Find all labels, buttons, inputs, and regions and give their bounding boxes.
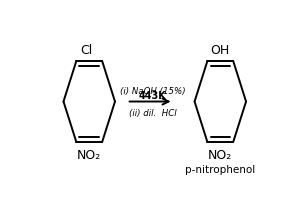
Text: (i) NaOH (15%): (i) NaOH (15%) xyxy=(120,87,185,96)
Text: p-nitrophenol: p-nitrophenol xyxy=(185,164,255,174)
Text: NO₂: NO₂ xyxy=(208,149,233,162)
Text: 443K: 443K xyxy=(139,90,166,100)
Text: NO₂: NO₂ xyxy=(77,149,101,162)
Text: OH: OH xyxy=(211,44,230,57)
Text: Cl: Cl xyxy=(81,44,93,57)
Text: (ii) dil.  HCl: (ii) dil. HCl xyxy=(129,108,176,117)
